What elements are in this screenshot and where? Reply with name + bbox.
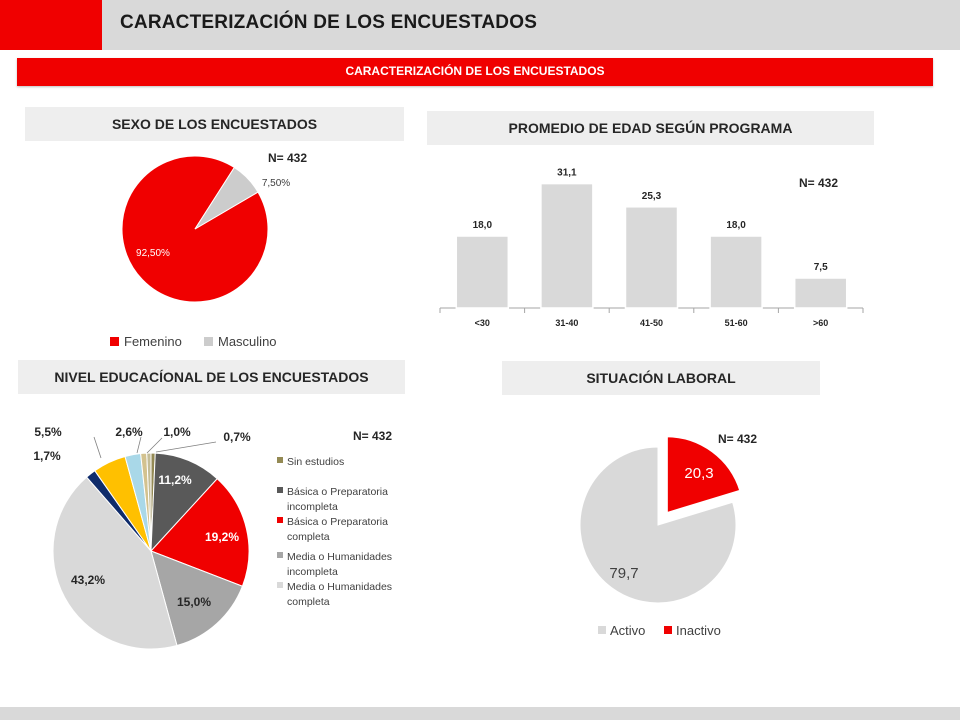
subtitle-bar xyxy=(17,58,933,86)
educacion-slice-9 xyxy=(146,452,152,552)
educacion-data-label-3: 15,0% xyxy=(177,595,211,609)
edad-bar-chart: 18,0 <30 31,1 31-40 25,3 41-50 18,0 51-60 7,5 >60 xyxy=(439,168,864,328)
educacion-legend-label-1: Básica o Preparatoria xyxy=(287,486,388,498)
educacion-data-label-8: 1,0% xyxy=(163,425,191,439)
educacion-legend-label-2: Básica o Preparatoria xyxy=(287,516,388,528)
edad-tick-label-31-40: 31-40 xyxy=(555,318,578,328)
sexo-chart-title: SEXO DE LOS ENCUESTADOS xyxy=(25,107,404,141)
laboral-chart-title: SITUACIÓN LABORAL xyxy=(502,361,820,395)
educacion-legend-label-4: completa xyxy=(287,596,330,608)
educacion-data-label-7: 2,6% xyxy=(115,425,143,439)
laboral-slice-inactivo xyxy=(664,434,743,516)
educacion-slice-4 xyxy=(52,476,178,650)
educacion-leader-line xyxy=(136,436,142,454)
laboral-legend-label-inactivo: Inactivo xyxy=(676,623,721,638)
sexo-n-label: N= 432 xyxy=(268,151,308,165)
educacion-data-label-6: 5,5% xyxy=(34,425,62,439)
edad-data-label-30: 18,0 xyxy=(473,220,493,231)
educacion-data-label-1: 11,2% xyxy=(158,473,192,487)
sexo-data-label-femenino: 92,50% xyxy=(136,248,170,259)
laboral-legend-swatch-inactivo xyxy=(664,626,672,634)
subtitle: CARACTERIZACIÓN DE LOS ENCUESTADOS xyxy=(345,64,605,78)
bottom-bar xyxy=(0,707,960,720)
edad-data-label-60: 7,5 xyxy=(814,262,828,273)
edad-bar-41-50 xyxy=(624,206,679,309)
educacion-slice-3 xyxy=(150,550,244,647)
laboral-pie-chart: 20,3 79,7 Activo Inactivo xyxy=(579,434,743,638)
educacion-legend-label-2: completa xyxy=(287,531,330,543)
edad-tick-label-30: <30 xyxy=(475,318,490,328)
educacion-slice-1 xyxy=(150,452,218,553)
sexo-legend-swatch-femenino xyxy=(110,337,119,346)
laboral-data-label-inactivo: 20,3 xyxy=(684,465,713,482)
educacion-leader-line xyxy=(93,436,102,459)
sexo-legend-swatch-masculino xyxy=(204,337,213,346)
sexo-data-label-masculino: 7,50% xyxy=(262,178,290,189)
sexo-slice-masculino xyxy=(194,166,259,230)
edad-bar-51-60 xyxy=(709,235,763,309)
educacion-data-label-4: 43,2% xyxy=(71,573,105,587)
edad-data-label-41-50: 25,3 xyxy=(642,191,662,202)
educacion-leader-line xyxy=(155,441,217,453)
laboral-data-label-activo: 79,7 xyxy=(609,565,638,582)
edad-n-label: N= 432 xyxy=(799,176,839,190)
title-accent-block xyxy=(0,0,102,50)
educacion-legend-swatch-0 xyxy=(277,457,283,463)
educacion-legend-label-0: Sin estudios xyxy=(287,456,344,468)
laboral-legend-label-activo: Activo xyxy=(610,623,645,638)
educacion-legend-label-1: incompleta xyxy=(287,501,338,513)
laboral-slice-activo xyxy=(579,446,737,604)
edad-data-label-31-40: 31,1 xyxy=(557,168,577,179)
edad-bar-60 xyxy=(793,277,848,309)
page-title: CARACTERIZACIÓN DE LOS ENCUESTADOS xyxy=(120,12,538,33)
educacion-legend-swatch-2 xyxy=(277,517,283,523)
laboral-n-label: N= 432 xyxy=(718,432,758,446)
educacion-legend-swatch-4 xyxy=(277,582,283,588)
educacion-pie-chart: 11,2% 19,2% 15,0% 43,2% 1,7% 5,5% 2,6% 1,0% 0,7%… xyxy=(33,425,392,650)
edad-bar-31-40 xyxy=(540,182,594,309)
sexo-pie-chart: 92,50% 7,50% Femenino Masculino xyxy=(110,155,290,349)
educacion-data-label-5: 1,7% xyxy=(33,449,61,463)
sexo-legend-label-femenino: Femenino xyxy=(124,334,182,349)
educacion-data-label-2: 19,2% xyxy=(205,530,239,544)
educacion-legend-label-4: Media o Humanidades xyxy=(287,581,392,593)
title-bar xyxy=(0,0,960,50)
edad-data-label-51-60: 18,0 xyxy=(726,220,746,231)
laboral-legend-swatch-activo xyxy=(598,626,606,634)
educacion-legend-label-3: Media o Humanidades xyxy=(287,551,392,563)
sexo-legend-label-masculino: Masculino xyxy=(218,334,277,349)
educacion-legend-swatch-1 xyxy=(277,487,283,493)
edad-chart-title: PROMEDIO DE EDAD SEGÚN PROGRAMA xyxy=(427,111,874,145)
educacion-leader-line xyxy=(146,437,163,454)
educacion-chart-title: NIVEL EDUCACÍONAL DE LOS ENCUESTADOS xyxy=(18,360,405,394)
educacion-data-label-9: 0,7% xyxy=(223,430,251,444)
educacion-legend-label-3: incompleta xyxy=(287,566,338,578)
educacion-legend-swatch-3 xyxy=(277,552,283,558)
edad-tick-label-41-50: 41-50 xyxy=(640,318,663,328)
edad-tick-label-60: >60 xyxy=(813,318,828,328)
educacion-n-label: N= 432 xyxy=(353,429,393,443)
educacion-slice-2 xyxy=(150,478,250,587)
edad-tick-label-51-60: 51-60 xyxy=(725,318,748,328)
edad-bar-30 xyxy=(455,235,510,309)
